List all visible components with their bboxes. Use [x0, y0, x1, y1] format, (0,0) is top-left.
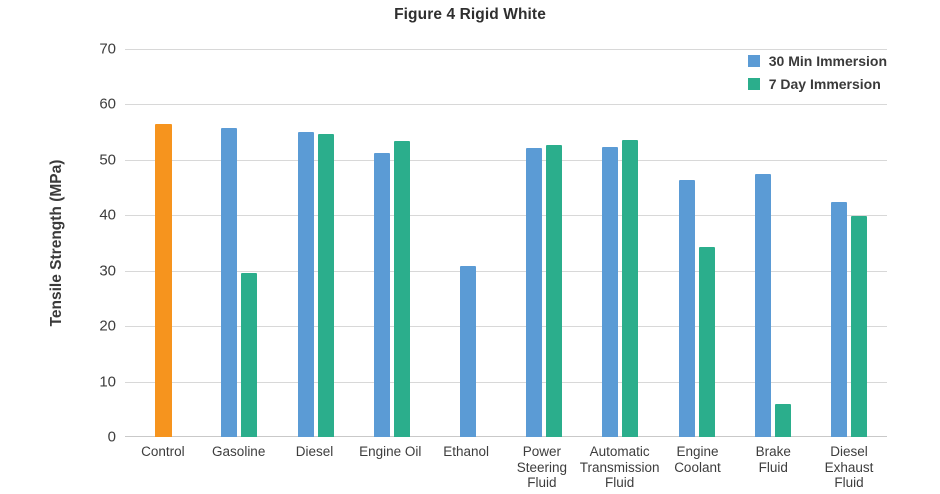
x-tick-label: Ethanol [443, 444, 489, 459]
x-tick-label: Diesel [295, 444, 334, 459]
bar-group [354, 49, 430, 437]
gridline-60 [125, 104, 887, 106]
bar-series1 [774, 403, 791, 437]
bar-group [811, 49, 887, 437]
y-tick-label-70: 70 [99, 40, 116, 58]
legend-item: 30 Min Immersion [747, 53, 887, 69]
bar-group [430, 49, 506, 437]
bar-series0 [221, 127, 238, 437]
bar-control [154, 123, 172, 437]
bar-series1 [317, 133, 334, 437]
bar-group [277, 49, 353, 437]
bar-group [201, 49, 277, 437]
bar-series1 [241, 272, 258, 437]
bar-series1 [698, 246, 715, 437]
legend: 30 Min Immersion 7 Day Immersion [747, 53, 887, 92]
bar-series0 [297, 131, 314, 437]
bar-series0 [678, 180, 695, 437]
bar-group [506, 49, 582, 437]
gridline-40 [125, 215, 887, 217]
gridline-0 [125, 436, 887, 437]
bar-group [658, 49, 734, 437]
bar-series1 [850, 216, 867, 437]
gridline-50 [125, 159, 887, 161]
y-tick-label-10: 10 [99, 373, 116, 391]
x-tick-label: Gasoline [212, 444, 266, 459]
bars-row [125, 49, 887, 437]
bar-group [125, 49, 201, 437]
x-tick-label: Control [141, 444, 185, 459]
bar-series0 [373, 152, 390, 437]
bar-group [582, 49, 658, 437]
gridline-70 [125, 49, 887, 50]
bar-series1 [393, 141, 410, 437]
legend-swatch-icon [747, 55, 760, 67]
bar-series0 [526, 148, 543, 437]
chart-title: Figure 4 Rigid White [394, 6, 546, 23]
x-tick-label: Engine Oil [359, 444, 422, 459]
gridline-20 [125, 326, 887, 328]
x-axis-labels: Control Gasoline Diesel Engine Oil Ethanol Po… [125, 444, 887, 491]
y-axis-ticks: 0 10 20 30 40 50 60 70 [0, 41, 116, 446]
legend-label: 7 Day Immersion [768, 76, 881, 92]
bar-series1 [622, 139, 639, 437]
x-tick-label: Power Steering Fluid [516, 444, 568, 491]
y-tick-label-0: 0 [107, 428, 116, 446]
legend-swatch-icon [747, 78, 760, 90]
y-tick-label-60: 60 [99, 95, 116, 113]
legend-label: 30 Min Immersion [768, 53, 887, 69]
gridline-30 [125, 270, 887, 272]
y-tick-label-50: 50 [99, 151, 116, 169]
bar-series0 [459, 265, 476, 437]
y-tick-label-30: 30 [99, 262, 116, 280]
x-tick-label: Brake Fluid [755, 444, 791, 475]
legend-item: 7 Day Immersion [747, 76, 881, 92]
bar-series0 [602, 147, 619, 437]
plot-area [125, 49, 887, 437]
gridline-10 [125, 381, 887, 383]
bar-series1 [546, 144, 563, 437]
bar-series0 [830, 201, 847, 437]
y-tick-label-20: 20 [99, 317, 116, 335]
x-tick-label: Engine Coolant [674, 444, 721, 475]
x-tick-label: Diesel Exhaust Fluid [824, 444, 874, 491]
x-tick-label: Automatic Transmission Fluid [579, 444, 660, 491]
bar-series0 [754, 174, 771, 437]
y-tick-label-40: 40 [99, 206, 116, 224]
bar-group [735, 49, 811, 437]
